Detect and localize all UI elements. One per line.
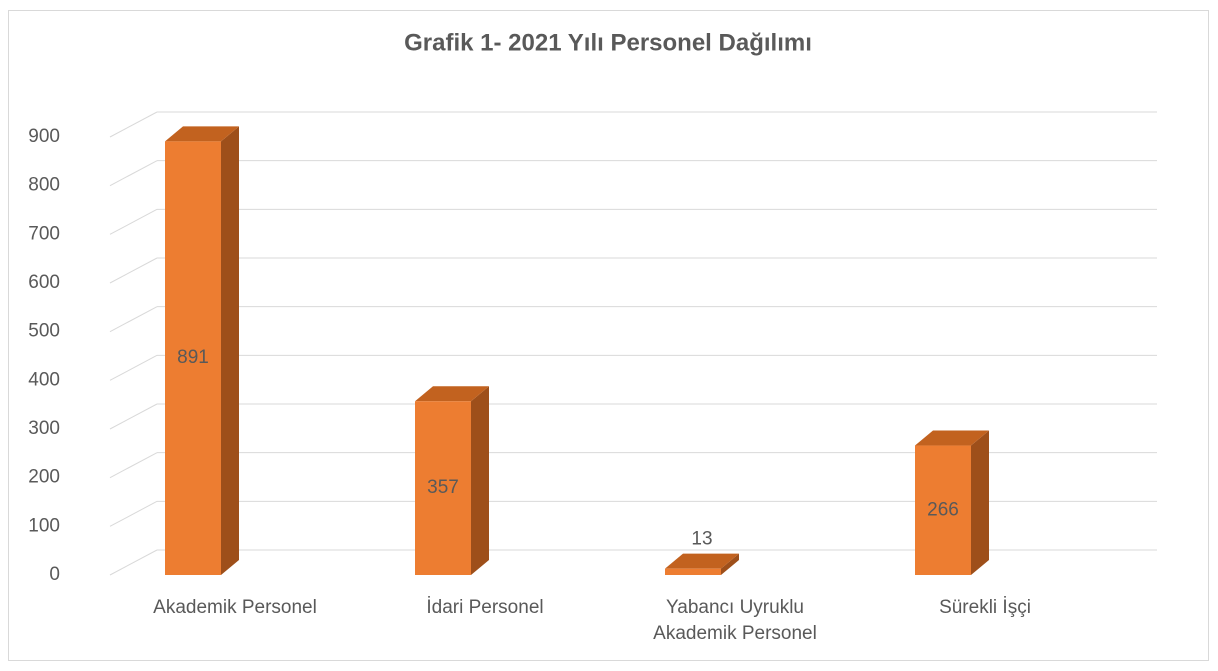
y-tick-label: 800 (28, 175, 60, 196)
data-label: 13 (691, 529, 712, 550)
bar-top (915, 430, 989, 446)
chart-title: Grafik 1- 2021 Yılı Personel Dağılımı (404, 29, 812, 56)
bar-top (665, 553, 739, 569)
x-tick-label: Akademik Personel (153, 597, 317, 618)
bar (415, 401, 471, 575)
bar-side (471, 386, 489, 575)
y-tick-label: 400 (28, 369, 60, 390)
y-tick-label: 900 (28, 126, 60, 147)
grid-line-side (109, 208, 158, 235)
grid-line-side (109, 257, 158, 284)
data-label: 357 (427, 477, 459, 498)
data-label: 266 (927, 499, 959, 520)
bar-side (221, 126, 239, 575)
grid-line-side (109, 452, 158, 479)
grid-line-side (109, 160, 158, 187)
y-tick-label: 100 (28, 515, 60, 536)
grid-line-side (109, 403, 158, 430)
bar-top (165, 126, 239, 142)
data-label: 891 (177, 347, 209, 368)
y-tick-label: 600 (28, 272, 60, 293)
x-tick-label: Sürekli İşçi (939, 597, 1031, 618)
bar-side (971, 430, 989, 575)
grid-line-side (109, 306, 158, 333)
bar-top (415, 386, 489, 402)
y-tick-label: 700 (28, 223, 60, 244)
y-tick-label: 300 (28, 418, 60, 439)
bar-side (721, 553, 739, 575)
bar (665, 568, 721, 575)
y-tick-label: 500 (28, 321, 60, 342)
x-tick-label: İdari Personel (426, 597, 544, 618)
bar (165, 141, 221, 575)
grid-line-side (109, 549, 158, 576)
y-tick-label: 0 (49, 564, 60, 585)
grid-line-side (109, 111, 158, 138)
bar (915, 445, 971, 575)
grid-line-side (109, 500, 158, 527)
x-tick-label: Yabancı Uyruklu Akademik Personel (653, 597, 817, 644)
grid-line-side (109, 354, 158, 381)
y-tick-label: 200 (28, 467, 60, 488)
